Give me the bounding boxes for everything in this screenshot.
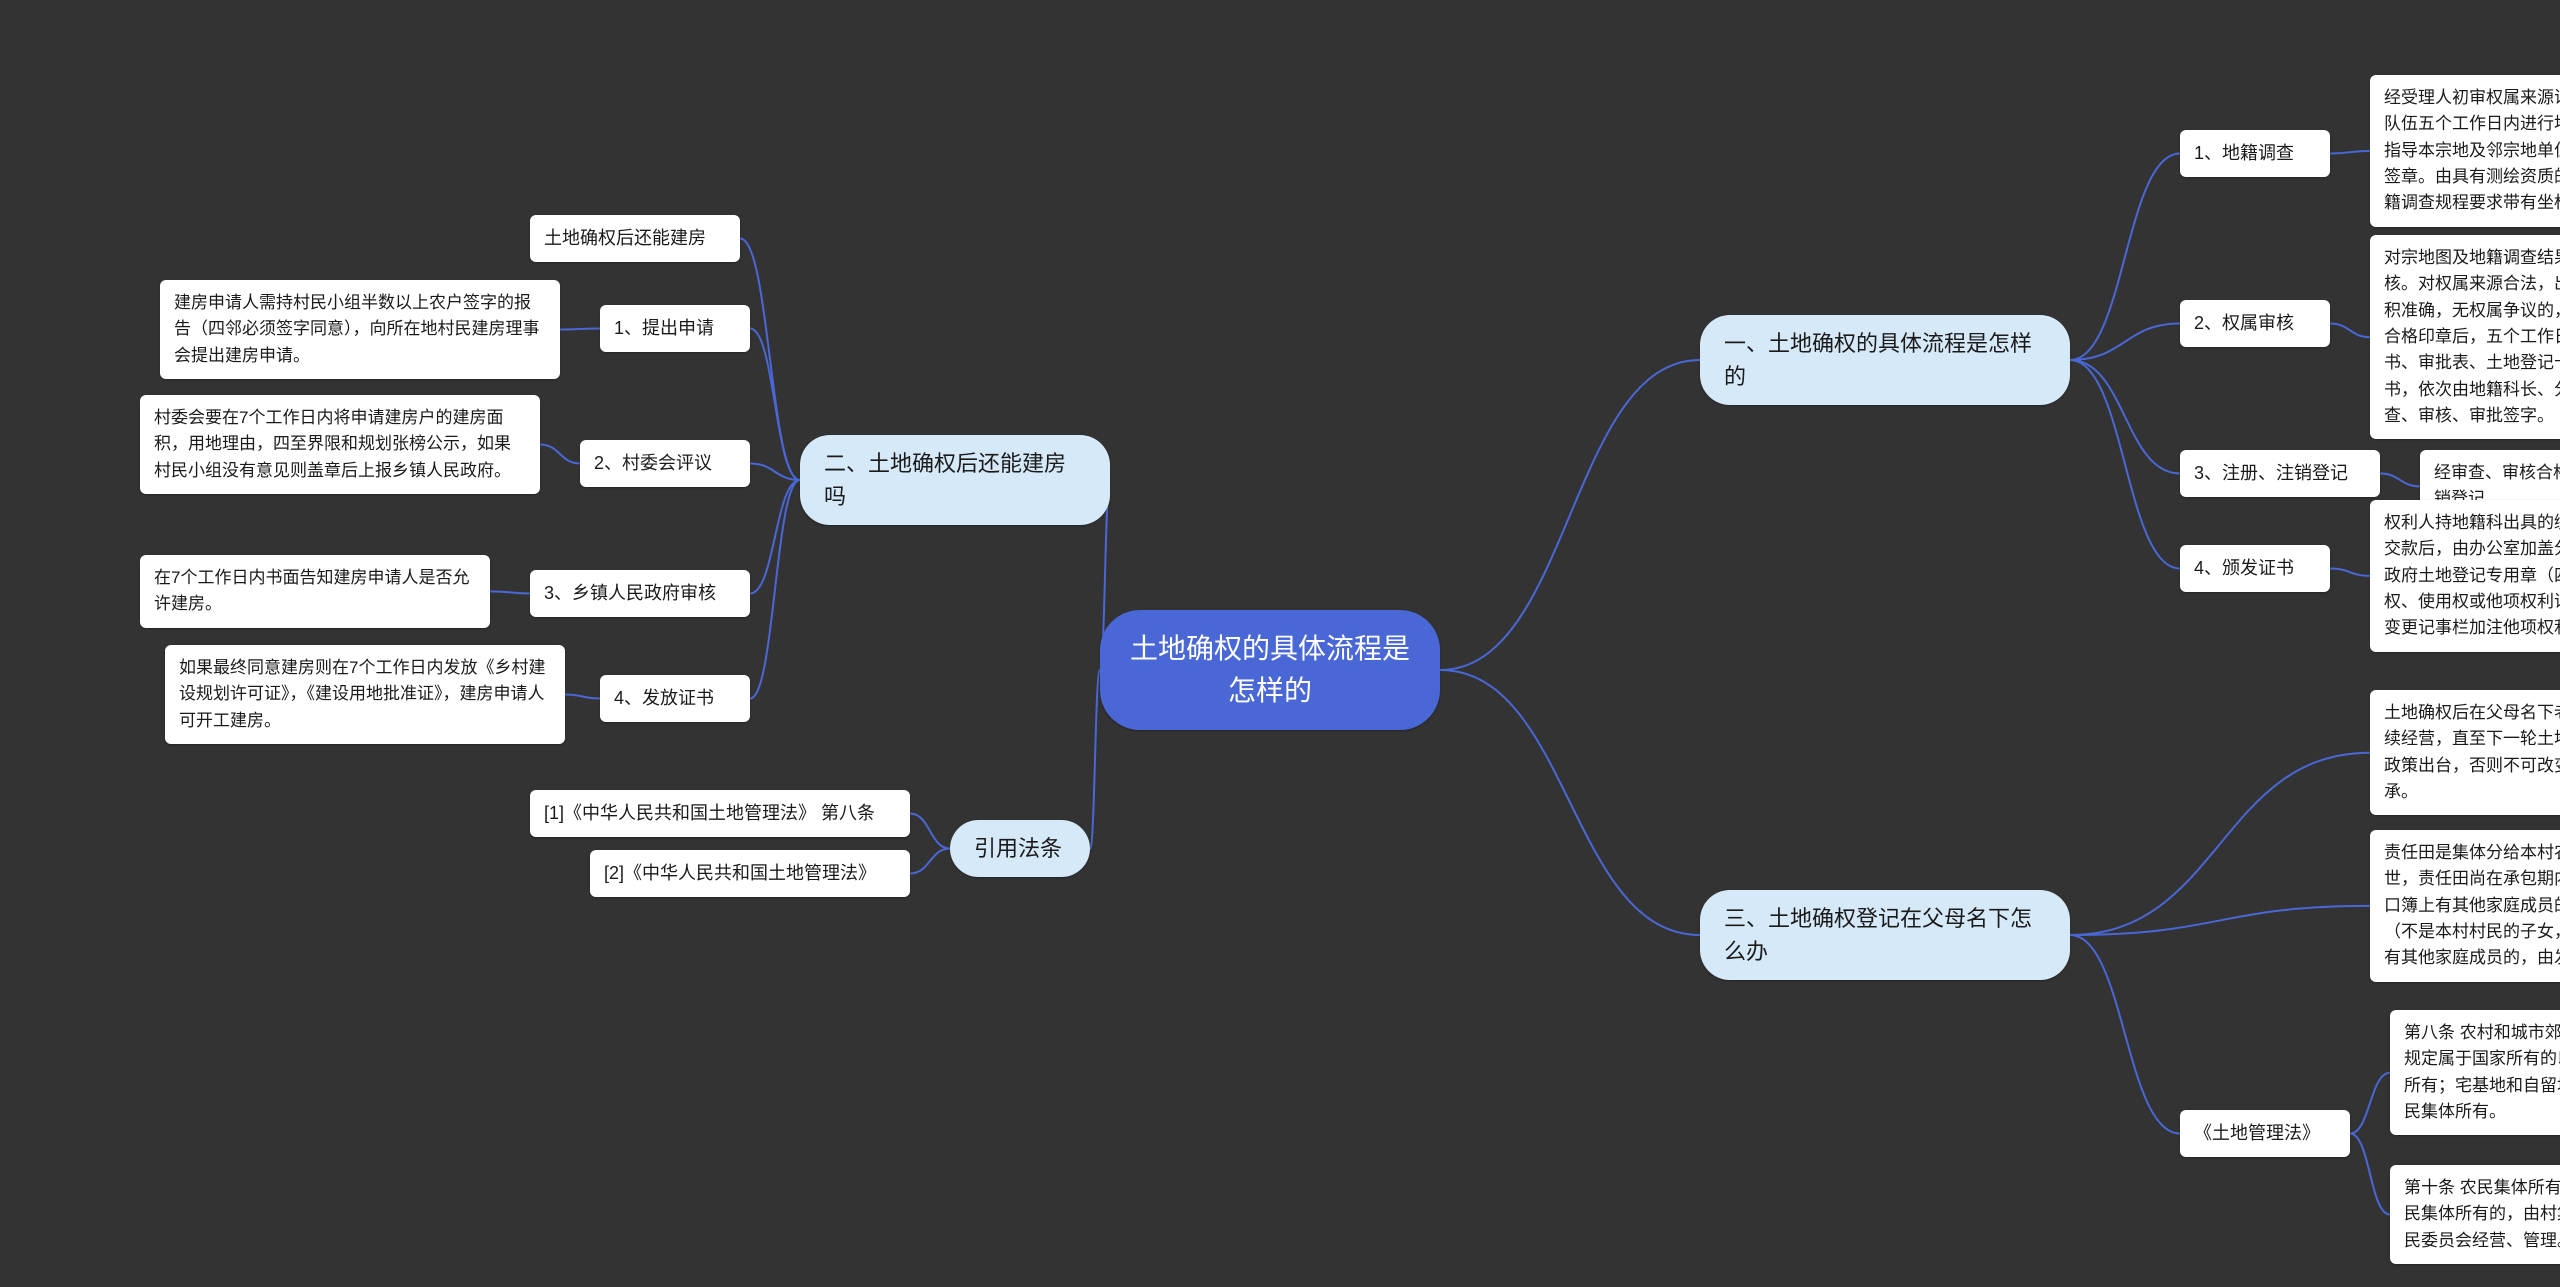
edge: [540, 445, 580, 464]
edge: [1440, 360, 1700, 670]
edge: [2330, 151, 2370, 154]
edge: [750, 480, 800, 699]
edge: [750, 464, 800, 481]
detail-node[interactable]: 土地确权后在父母名下老人去世后儿女仍然继续经营，直至下一轮土地确权或国家关系土地…: [2370, 690, 2560, 815]
detail-node[interactable]: 村委会要在7个工作日内将申请建房户的建房面积，用地理由，四至界限和规划张榜公示，…: [140, 395, 540, 494]
leaf-node[interactable]: 1、提出申请: [600, 305, 750, 352]
leaf-node[interactable]: 《土地管理法》: [2180, 1110, 2350, 1157]
edge: [2070, 935, 2180, 1134]
branch-node[interactable]: 二、土地确权后还能建房吗: [800, 435, 1110, 525]
leaf-node[interactable]: 4、颁发证书: [2180, 545, 2330, 592]
edge: [2350, 1134, 2390, 1215]
edge: [1090, 670, 1100, 849]
leaf-node[interactable]: 1、地籍调查: [2180, 130, 2330, 177]
edge: [750, 480, 800, 594]
leaf-node[interactable]: 3、注册、注销登记: [2180, 450, 2380, 497]
leaf-node[interactable]: 4、发放证书: [600, 675, 750, 722]
detail-node[interactable]: 建房申请人需持村民小组半数以上农户签字的报告（四邻必须签字同意），向所在地村民建…: [160, 280, 560, 379]
edge: [2070, 753, 2370, 935]
edge: [2070, 360, 2180, 569]
edge: [2330, 324, 2370, 338]
branch-node[interactable]: 三、土地确权登记在父母名下怎么办: [1700, 890, 2070, 980]
leaf-node[interactable]: 3、乡镇人民政府审核: [530, 570, 750, 617]
edge: [2380, 474, 2420, 487]
edge: [565, 695, 600, 699]
detail-node[interactable]: 在7个工作日内书面告知建房申请人是否允许建房。: [140, 555, 490, 628]
root-node[interactable]: 土地确权的具体流程是怎样的: [1100, 610, 1440, 730]
detail-node[interactable]: 责任田是集体分给本村农户承包的。承包人去世，责任田尚在承包期内，与承包人在同一户…: [2370, 830, 2560, 982]
edge: [2070, 154, 2180, 361]
edge: [2070, 324, 2180, 361]
edge: [2070, 906, 2370, 935]
edge: [490, 591, 530, 593]
leaf-node[interactable]: [2]《中华人民共和国土地管理法》: [590, 850, 910, 897]
detail-node[interactable]: 权利人持地籍科出具的缴费通知单，到财务科交款后，由办公室加盖分局公章及烟台市人民…: [2370, 500, 2560, 652]
edge: [910, 849, 950, 874]
edge: [560, 329, 600, 330]
edge: [750, 329, 800, 481]
edge: [2070, 360, 2180, 474]
leaf-node[interactable]: [1]《中华人民共和国土地管理法》 第八条: [530, 790, 910, 837]
leaf-node[interactable]: 2、权属审核: [2180, 300, 2330, 347]
detail-node[interactable]: 对宗地图及地籍调查结果、权属来源进行审核。对权属来源合法，出让金等规费缴讫，面积…: [2370, 235, 2560, 439]
edge: [910, 814, 950, 849]
edge: [1440, 670, 1700, 935]
branch-node[interactable]: 引用法条: [950, 820, 1090, 877]
leaf-node[interactable]: 土地确权后还能建房: [530, 215, 740, 262]
detail-node[interactable]: 第十条 农民集体所有的土地依法属于村农民集体所有的，由村集体经济组织或者村民委员…: [2390, 1165, 2560, 1264]
branch-node[interactable]: 一、土地确权的具体流程是怎样的: [1700, 315, 2070, 405]
leaf-node[interactable]: 2、村委会评议: [580, 440, 750, 487]
detail-node[interactable]: 如果最终同意建房则在7个工作日内发放《乡村建设规划许可证》，《建设用地批准证》，…: [165, 645, 565, 744]
detail-node[interactable]: 经受理人初审权属来源证明合法后，通知测绘队伍五个工作日内进行地籍测绘和权属调查，…: [2370, 75, 2560, 227]
edge: [2350, 1073, 2390, 1134]
edge: [2330, 569, 2370, 576]
detail-node[interactable]: 第八条 农村和城市郊区的土地，除由法律规定属于国家所有的以外，属于农民集体所有；…: [2390, 1010, 2560, 1135]
